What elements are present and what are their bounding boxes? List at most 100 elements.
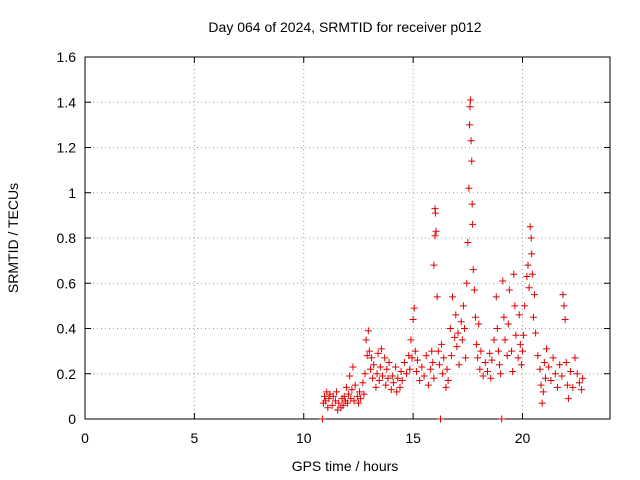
data-point	[511, 302, 519, 310]
data-point	[439, 370, 447, 378]
data-point	[418, 363, 426, 371]
data-point	[562, 358, 570, 366]
data-point	[554, 383, 561, 391]
x-tick-label: 15	[405, 430, 421, 446]
data-point	[373, 370, 381, 378]
data-point	[486, 349, 494, 357]
data-point	[408, 354, 416, 362]
data-point	[381, 354, 389, 362]
data-point	[393, 388, 401, 396]
data-point	[440, 354, 448, 362]
data-point	[528, 250, 536, 258]
data-point	[492, 293, 500, 301]
data-point	[549, 354, 557, 362]
data-point	[499, 277, 507, 285]
data-point	[556, 361, 564, 369]
data-point	[459, 302, 467, 310]
data-point	[468, 157, 476, 165]
y-tick-label: 0.4	[57, 321, 77, 337]
data-point	[422, 352, 430, 360]
data-point	[392, 363, 400, 371]
data-point	[517, 361, 525, 369]
data-point	[538, 399, 546, 407]
data-point	[543, 345, 551, 353]
data-point	[366, 365, 374, 373]
data-point	[464, 239, 472, 247]
data-point	[362, 336, 370, 344]
data-point	[529, 313, 537, 321]
data-point	[375, 377, 383, 385]
data-point	[564, 395, 572, 403]
data-point	[387, 386, 395, 394]
data-point	[324, 404, 332, 412]
data-point	[493, 325, 501, 332]
data-point	[534, 352, 542, 360]
data-point	[412, 367, 420, 375]
data-point	[470, 286, 478, 294]
data-point	[466, 103, 474, 111]
data-point	[431, 209, 439, 217]
y-tick-label: 1	[68, 185, 76, 201]
data-point	[403, 370, 411, 378]
data-point	[339, 401, 347, 409]
data-point	[567, 367, 575, 375]
data-point	[449, 293, 456, 301]
data-point	[357, 395, 365, 403]
data-point	[501, 336, 509, 344]
data-point	[340, 392, 348, 400]
data-point	[388, 372, 396, 380]
data-point	[428, 347, 436, 355]
data-point	[496, 361, 504, 369]
data-point	[370, 361, 378, 369]
data-point	[527, 234, 535, 242]
y-tick-label: 1.6	[57, 49, 77, 65]
data-point	[457, 318, 465, 326]
data-point	[454, 329, 462, 337]
data-point	[494, 347, 502, 355]
data-point	[409, 315, 417, 323]
data-point	[361, 370, 369, 378]
data-point	[333, 388, 341, 396]
data-point	[512, 331, 520, 339]
data-point	[364, 327, 372, 335]
data-point	[446, 325, 454, 332]
data-point	[462, 354, 470, 362]
data-point	[484, 367, 491, 375]
data-point	[377, 345, 385, 353]
data-point	[376, 363, 384, 371]
data-point	[515, 311, 523, 319]
axis-ticks	[84, 56, 610, 420]
y-tick-label: 0	[68, 411, 76, 427]
data-point	[434, 347, 442, 355]
data-point	[578, 386, 586, 394]
data-point	[397, 367, 405, 375]
data-point	[321, 392, 329, 400]
data-point	[524, 261, 532, 269]
data-point	[398, 377, 406, 385]
data-point	[329, 392, 337, 400]
data-point	[490, 336, 498, 344]
data-point	[519, 347, 526, 355]
data-point	[383, 365, 391, 373]
tick-labels: 0 0.2 0.4 0.6 0.8 1 1.2 1.4 1.6 0 5 10 15 20	[57, 49, 531, 446]
data-point	[442, 383, 450, 391]
data-point	[505, 286, 513, 294]
data-point	[451, 334, 459, 342]
y-tick-label: 1.4	[57, 94, 77, 110]
data-points	[318, 96, 587, 423]
data-point	[503, 352, 511, 360]
data-point	[466, 96, 474, 104]
data-point	[528, 270, 536, 278]
data-point	[500, 313, 508, 321]
data-point	[532, 329, 540, 337]
data-point	[455, 361, 463, 369]
data-point	[374, 349, 382, 357]
data-point	[430, 261, 438, 269]
data-point	[474, 354, 482, 362]
data-point	[379, 372, 386, 380]
y-tick-label: 0.8	[57, 230, 77, 246]
data-point	[431, 232, 439, 240]
data-point	[342, 383, 350, 391]
data-point	[430, 374, 438, 382]
